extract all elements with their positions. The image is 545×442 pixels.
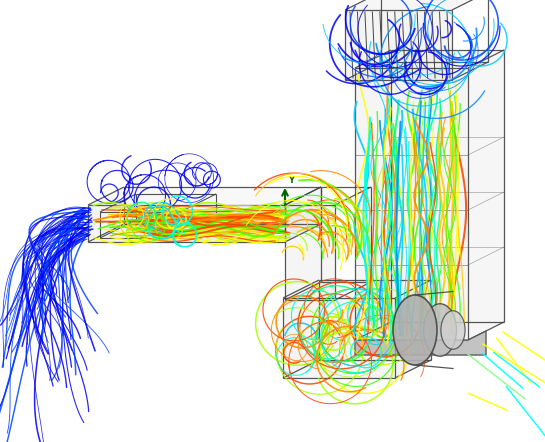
Polygon shape [88, 187, 321, 205]
Polygon shape [355, 68, 468, 340]
Polygon shape [395, 280, 431, 378]
Text: Y: Y [288, 176, 294, 185]
Polygon shape [285, 187, 321, 242]
Polygon shape [88, 205, 285, 242]
Polygon shape [283, 280, 431, 298]
Polygon shape [468, 50, 504, 340]
Ellipse shape [441, 311, 465, 349]
Ellipse shape [423, 304, 457, 356]
Ellipse shape [393, 295, 437, 365]
Polygon shape [355, 50, 504, 68]
Polygon shape [345, 0, 488, 10]
Polygon shape [283, 298, 395, 378]
Polygon shape [345, 10, 452, 80]
Polygon shape [355, 331, 486, 355]
Polygon shape [285, 205, 335, 300]
